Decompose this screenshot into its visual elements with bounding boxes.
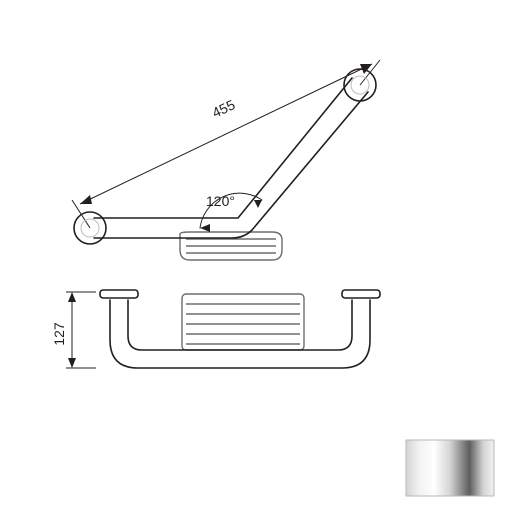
dim-height-label: 127 bbox=[51, 322, 67, 346]
dim-h-arrow-top bbox=[68, 292, 76, 302]
angle-arrow-l bbox=[200, 224, 210, 232]
angle-label: 120° bbox=[206, 193, 235, 209]
flange-front-right bbox=[342, 290, 380, 298]
arrow-left bbox=[80, 195, 92, 204]
dim-line-diag bbox=[80, 64, 372, 204]
top-grille bbox=[180, 232, 282, 260]
top-view: 455 120° bbox=[72, 60, 380, 260]
dim-diagonal-label: 455 bbox=[210, 96, 238, 120]
front-grille bbox=[182, 294, 304, 350]
dim-height: 127 bbox=[51, 292, 96, 368]
flange-front-left bbox=[100, 290, 138, 298]
front-view: 127 bbox=[51, 290, 380, 368]
dimension-drawing: 455 120° bbox=[0, 0, 512, 512]
finish-swatch bbox=[406, 440, 494, 496]
front-bar-inner bbox=[128, 300, 352, 350]
dim-h-arrow-bot bbox=[68, 358, 76, 368]
angle-arrow-r bbox=[254, 200, 262, 208]
bar-lower-edge bbox=[94, 92, 368, 238]
